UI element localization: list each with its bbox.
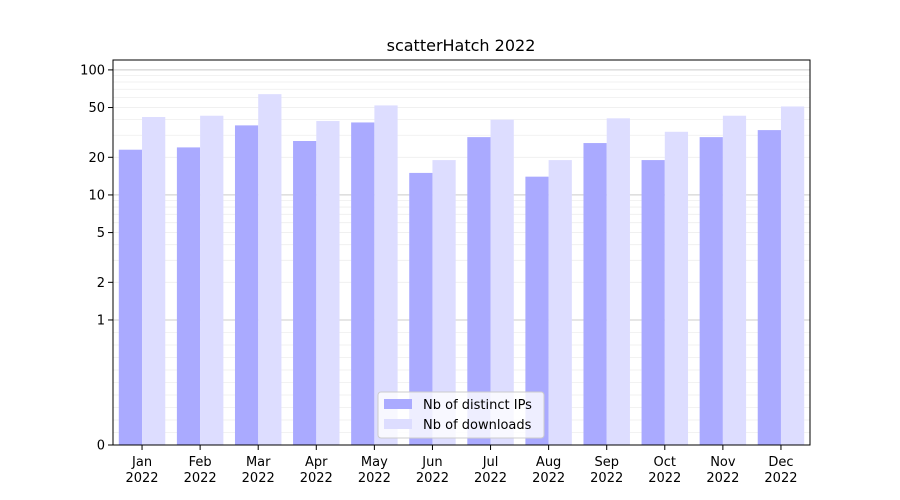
x-tick-label-month: Mar bbox=[246, 455, 271, 470]
x-tick-label-month: May bbox=[361, 455, 388, 470]
x-tick-label-year: 2022 bbox=[764, 471, 797, 486]
x-tick-label-year: 2022 bbox=[300, 471, 333, 486]
y-tick-label: 5 bbox=[97, 226, 105, 241]
bar-downloads-feb bbox=[200, 115, 224, 445]
bar-downloads-oct bbox=[664, 131, 689, 445]
x-tick-label-month: Jan bbox=[131, 455, 152, 470]
y-tick-label: 20 bbox=[88, 151, 105, 166]
legend-label: Nb of downloads bbox=[423, 418, 532, 433]
grid bbox=[113, 69, 810, 433]
x-tick-label-year: 2022 bbox=[125, 471, 158, 486]
x-tick-label-year: 2022 bbox=[416, 471, 449, 486]
x-tick-label-year: 2022 bbox=[590, 471, 623, 486]
bar-distinct-ips-mar bbox=[234, 125, 259, 445]
bar-downloads-apr bbox=[316, 121, 340, 446]
bar-distinct-ips-jan bbox=[118, 149, 143, 446]
bar-distinct-ips-oct bbox=[641, 160, 665, 445]
bar-distinct-ips-nov bbox=[699, 137, 723, 445]
x-tick-label-year: 2022 bbox=[706, 471, 739, 486]
y-tick-label: 10 bbox=[88, 188, 105, 203]
x-tick-label-year: 2022 bbox=[358, 471, 391, 486]
x-axis: Jan2022Feb2022Mar2022Apr2022May2022Jun20… bbox=[125, 445, 798, 486]
chart-title: scatterHatch 2022 bbox=[387, 36, 536, 55]
bar-downloads-may bbox=[374, 105, 398, 446]
legend-swatch bbox=[384, 419, 412, 429]
x-tick-label-month: Jul bbox=[482, 455, 499, 470]
y-tick-label: 2 bbox=[97, 276, 105, 291]
x-tick-label-month: Sep bbox=[594, 455, 619, 470]
x-tick-label-year: 2022 bbox=[242, 471, 275, 486]
legend: Nb of distinct IPs Nb of downloads bbox=[377, 391, 545, 439]
x-tick-label-year: 2022 bbox=[648, 471, 681, 486]
bar-distinct-ips-jul bbox=[467, 137, 491, 445]
bar-distinct-ips-may bbox=[351, 122, 375, 445]
x-tick-label-month: Jun bbox=[421, 455, 442, 470]
x-tick-label-month: Oct bbox=[654, 455, 676, 470]
y-tick-label: 50 bbox=[88, 101, 105, 116]
y-tick-label: 100 bbox=[80, 63, 105, 78]
x-tick-label-year: 2022 bbox=[184, 471, 217, 486]
bar-distinct-ips-jun bbox=[409, 172, 433, 445]
bar-distinct-ips-dec bbox=[757, 130, 781, 445]
bar-distinct-ips-aug bbox=[525, 176, 549, 445]
bar-distinct-ips-apr bbox=[293, 140, 317, 445]
legend-swatch bbox=[384, 399, 412, 409]
bar-downloads-jan bbox=[142, 117, 166, 445]
bar-downloads-sep bbox=[606, 118, 630, 445]
legend-box bbox=[377, 391, 545, 439]
y-tick-label: 0 bbox=[97, 439, 105, 454]
y-axis: 0 1 2 5 10 20 50 100 bbox=[80, 63, 113, 454]
x-tick-label-month: Nov bbox=[710, 455, 736, 470]
y-tick-label: 1 bbox=[97, 313, 105, 328]
x-tick-label-year: 2022 bbox=[532, 471, 565, 486]
plot-frame bbox=[112, 59, 811, 446]
bar-downloads-nov bbox=[722, 115, 747, 445]
x-tick-label-month: Feb bbox=[189, 455, 212, 470]
bar-downloads-dec bbox=[780, 106, 805, 445]
bar-downloads-mar bbox=[258, 94, 282, 446]
bar-downloads-jun bbox=[432, 160, 456, 445]
bar-downloads-aug bbox=[548, 160, 572, 445]
x-tick-label-month: Apr bbox=[305, 455, 328, 470]
x-tick-label-year: 2022 bbox=[474, 471, 507, 486]
x-tick-label-month: Dec bbox=[768, 455, 793, 470]
bar-downloads-jul bbox=[490, 119, 514, 446]
bars bbox=[118, 94, 805, 446]
x-tick-label-month: Aug bbox=[536, 455, 561, 470]
bar-distinct-ips-feb bbox=[176, 147, 201, 446]
legend-label: Nb of distinct IPs bbox=[423, 398, 532, 413]
bar-distinct-ips-sep bbox=[583, 143, 607, 445]
